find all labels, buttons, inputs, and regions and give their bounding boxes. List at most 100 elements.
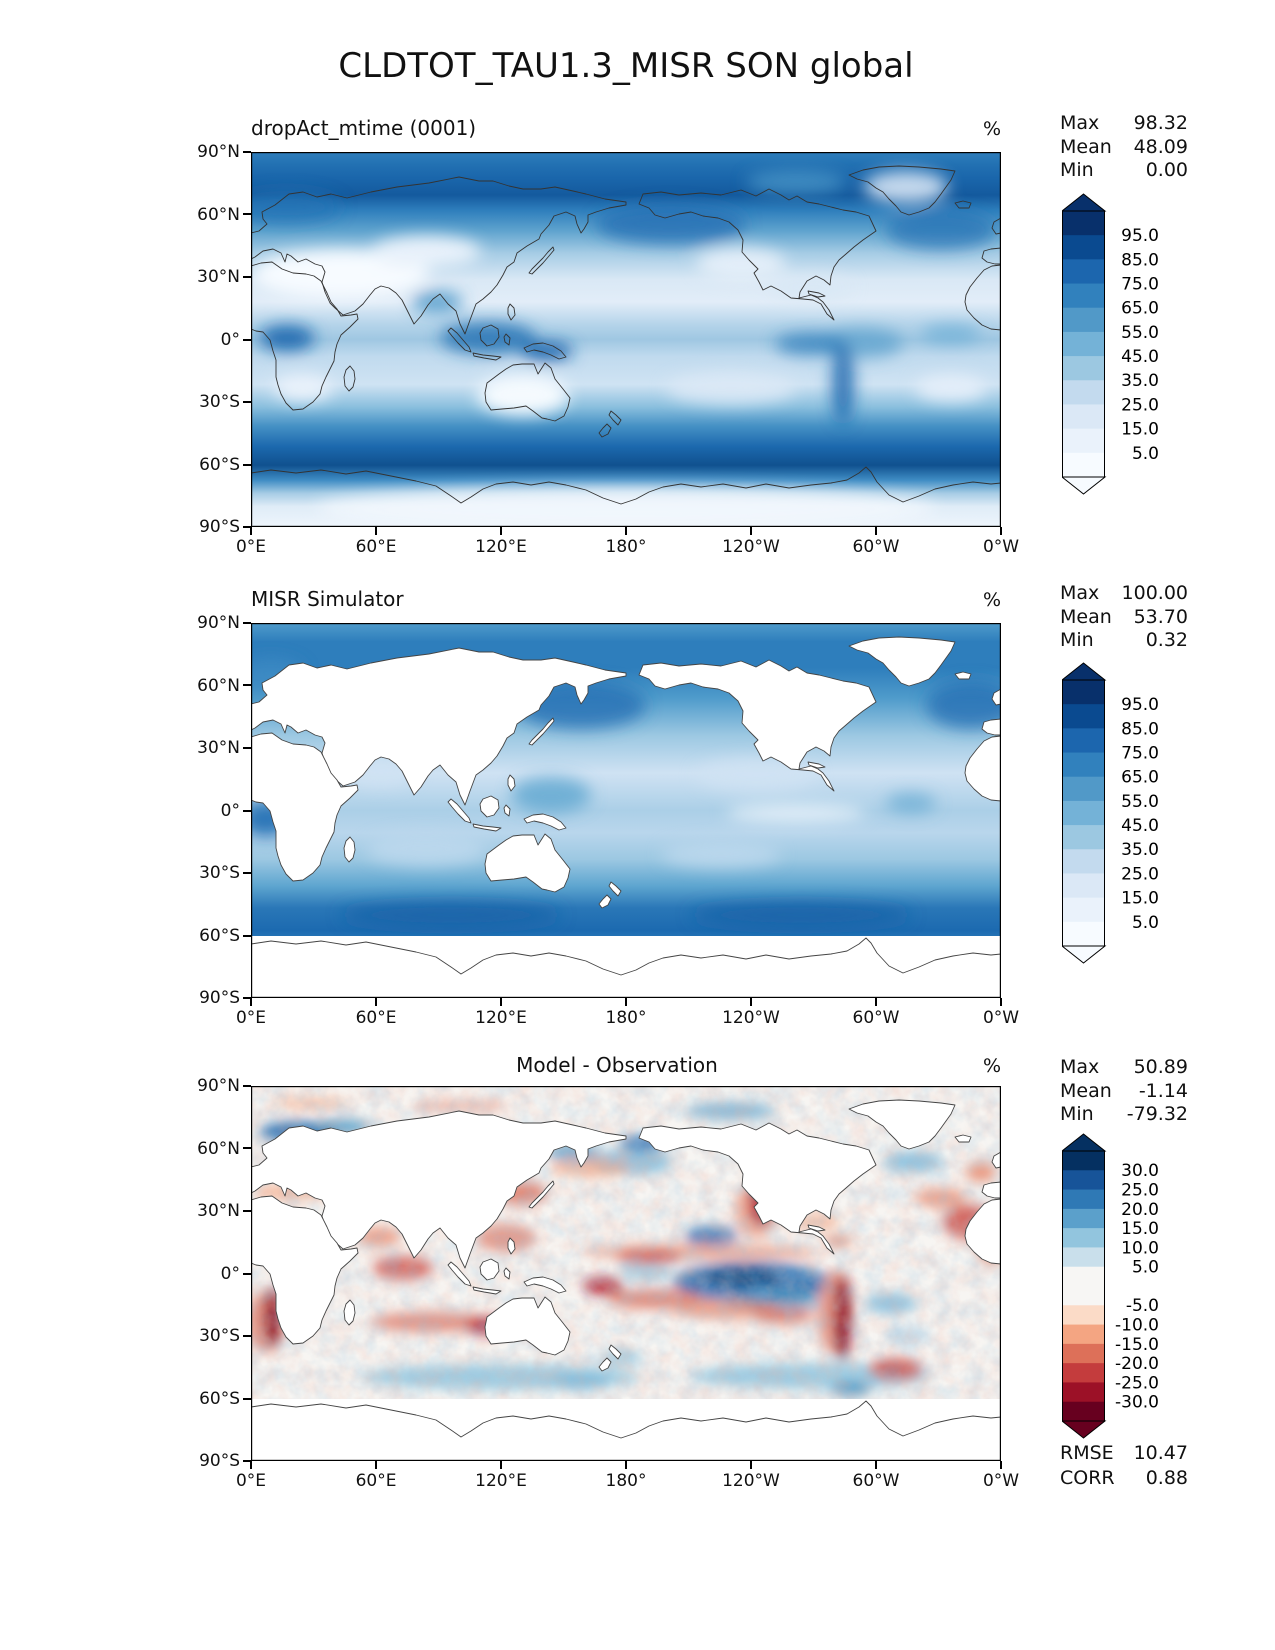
- x-tick-label: 0°E: [235, 537, 267, 557]
- svg-text:15.0: 15.0: [1121, 420, 1159, 440]
- stat-row: Min 0.32: [1060, 629, 1188, 653]
- x-tick-label: 180°: [605, 537, 647, 557]
- y-tick: [243, 1272, 251, 1275]
- panel-3-colorbar: 30.0 25.0 20.0 15.0 10.0 5.0 -5.0 -10.0 -15.0 -20…: [1060, 1133, 1167, 1443]
- panel-3-map: 90°N 60°N 30°N 0° 30°S 60°S 90°S 0°E 60°E 120°E 18…: [197, 1076, 1019, 1491]
- x-tick: [499, 527, 502, 535]
- x-tick: [499, 1461, 502, 1469]
- svg-text:75.0: 75.0: [1121, 743, 1159, 763]
- svg-text:15.0: 15.0: [1121, 1219, 1159, 1239]
- y-tick: [243, 151, 251, 153]
- x-tick-label: 120°E: [475, 1471, 527, 1491]
- stat-row: Max 50.89: [1060, 1056, 1188, 1080]
- x-tick: [1000, 527, 1002, 535]
- panel-2-title: MISR Simulator: [251, 587, 404, 611]
- y-tick-label: 60°S: [199, 925, 240, 946]
- stat-label: Min: [1060, 159, 1094, 181]
- svg-text:-15.0: -15.0: [1115, 1335, 1159, 1355]
- stat-value: 53.70: [1133, 605, 1188, 628]
- x-tick-label: 0°E: [235, 1471, 267, 1491]
- y-tick-label: 60°N: [197, 1138, 240, 1159]
- y-tick-label: 60°N: [197, 204, 240, 225]
- svg-text:75.0: 75.0: [1121, 274, 1159, 294]
- panel-1-map-canvas: [251, 152, 1001, 527]
- x-tick-label: 60°W: [852, 1008, 900, 1028]
- panel-3-skill-stats: RMSE 10.47 CORR 0.88: [1060, 1441, 1188, 1491]
- svg-text:35.0: 35.0: [1121, 371, 1159, 391]
- svg-text:-25.0: -25.0: [1115, 1373, 1159, 1393]
- y-tick: [243, 1334, 251, 1337]
- y-tick: [243, 213, 251, 216]
- x-tick-label: 180°: [605, 1008, 647, 1028]
- y-tick-label: 30°N: [197, 267, 240, 287]
- svg-text:5.0: 5.0: [1132, 913, 1159, 933]
- svg-text:35.0: 35.0: [1121, 840, 1159, 860]
- x-tick-label: 0°W: [982, 537, 1020, 557]
- y-tick: [243, 997, 251, 999]
- stat-label: Mean: [1060, 605, 1112, 628]
- stat-row: CORR 0.88: [1060, 1466, 1188, 1491]
- stat-row: Mean 48.09: [1060, 136, 1188, 160]
- svg-text:15.0: 15.0: [1121, 889, 1159, 909]
- x-tick: [250, 998, 252, 1006]
- panel-2-units-label: %: [982, 589, 1001, 611]
- stat-row: RMSE 10.47: [1060, 1441, 1188, 1466]
- stat-label: Max: [1060, 582, 1100, 604]
- x-tick: [749, 527, 752, 535]
- x-tick-label: 60°W: [852, 537, 900, 557]
- y-tick-label: 90°N: [197, 1076, 240, 1096]
- panel-3-units-label: %: [982, 1055, 1001, 1077]
- panel-2-colorbar: 95.0 85.0 75.0 65.0 55.0 45.0 35.0 25.0 15.0 5.0: [1060, 662, 1167, 968]
- colorbar-canvas: 95.0 85.0 75.0 65.0 55.0 45.0 35.0 25.0 15.0 5.0: [1060, 662, 1159, 964]
- stat-label: Mean: [1060, 135, 1112, 158]
- x-tick-label: 120°W: [722, 1471, 780, 1491]
- panel-2-stats: Max 100.00 Mean 53.70 Min 0.32: [1060, 582, 1188, 653]
- panel-1-map: 90°N 60°N 30°N 0° 30°S 60°S 90°S 0°E 60°E 120°E 18…: [197, 142, 1019, 557]
- x-tick: [499, 998, 502, 1006]
- x-tick-label: 120°W: [722, 1008, 780, 1028]
- svg-text:-20.0: -20.0: [1115, 1354, 1159, 1374]
- svg-text:25.0: 25.0: [1121, 395, 1159, 415]
- x-tick-label: 120°W: [722, 537, 780, 557]
- y-tick: [243, 463, 251, 466]
- panel-1-header: dropAct_mtime (0001) %: [251, 116, 1001, 140]
- y-tick: [243, 526, 251, 528]
- y-tick-label: 90°N: [197, 613, 240, 633]
- svg-text:5.0: 5.0: [1132, 1258, 1159, 1278]
- x-tick-label: 120°E: [475, 1008, 527, 1028]
- stat-value: -1.14: [1138, 1079, 1188, 1102]
- y-tick-label: 30°N: [197, 1201, 240, 1221]
- panel-1-colorbar: 95.0 85.0 75.0 65.0 55.0 45.0 35.0 25.0 15.0 5.0: [1060, 193, 1167, 499]
- stat-label: RMSE: [1060, 1442, 1114, 1464]
- panel-2-header: MISR Simulator %: [251, 587, 1001, 611]
- y-tick-label: 60°S: [199, 1388, 240, 1409]
- svg-text:45.0: 45.0: [1121, 816, 1159, 836]
- stat-label: Mean: [1060, 1079, 1112, 1102]
- x-tick: [374, 527, 377, 535]
- x-tick-label: 60°E: [355, 537, 397, 557]
- x-tick-label: 0°E: [235, 1008, 267, 1028]
- stat-value: 10.47: [1133, 1442, 1188, 1464]
- x-tick-label: 60°E: [355, 1471, 397, 1491]
- panel-2-map-canvas: [251, 623, 1001, 998]
- y-tick: [243, 1397, 251, 1400]
- y-tick: [243, 871, 251, 874]
- svg-text:30.0: 30.0: [1121, 1161, 1159, 1181]
- y-tick: [243, 400, 251, 403]
- svg-text:85.0: 85.0: [1121, 719, 1159, 739]
- colorbar-canvas: 95.0 85.0 75.0 65.0 55.0 45.0 35.0 25.0 15.0 5.0: [1060, 193, 1159, 495]
- svg-text:25.0: 25.0: [1121, 1181, 1159, 1201]
- panel-3-header: Model - Observation %: [251, 1053, 1001, 1077]
- y-tick-label: 90°S: [199, 1451, 240, 1471]
- x-tick: [374, 998, 377, 1006]
- svg-text:65.0: 65.0: [1121, 299, 1159, 319]
- svg-text:-5.0: -5.0: [1126, 1296, 1159, 1316]
- svg-text:-30.0: -30.0: [1115, 1393, 1159, 1413]
- y-tick: [243, 746, 251, 749]
- y-tick-label: 90°N: [197, 142, 240, 162]
- svg-text:10.0: 10.0: [1121, 1238, 1159, 1258]
- svg-text:45.0: 45.0: [1121, 347, 1159, 367]
- svg-text:65.0: 65.0: [1121, 768, 1159, 788]
- x-tick: [875, 527, 877, 535]
- y-tick-label: 60°N: [197, 675, 240, 696]
